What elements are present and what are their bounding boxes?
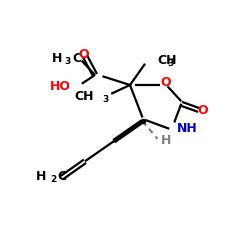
Text: C: C: [58, 170, 66, 183]
Polygon shape: [112, 121, 142, 142]
Text: HO: HO: [50, 80, 71, 93]
Text: 3: 3: [168, 59, 174, 68]
Text: NH: NH: [177, 122, 198, 135]
Text: O: O: [197, 104, 208, 117]
Text: 3: 3: [64, 58, 70, 66]
Text: 2: 2: [50, 176, 56, 184]
Text: C: C: [72, 52, 82, 65]
Text: CH: CH: [74, 90, 94, 103]
Text: CH: CH: [157, 54, 176, 66]
Text: O: O: [160, 76, 171, 88]
Text: H: H: [52, 52, 62, 65]
Text: O: O: [78, 48, 89, 62]
Text: H: H: [36, 170, 46, 183]
Text: H: H: [160, 134, 171, 146]
Text: 3: 3: [103, 96, 109, 104]
